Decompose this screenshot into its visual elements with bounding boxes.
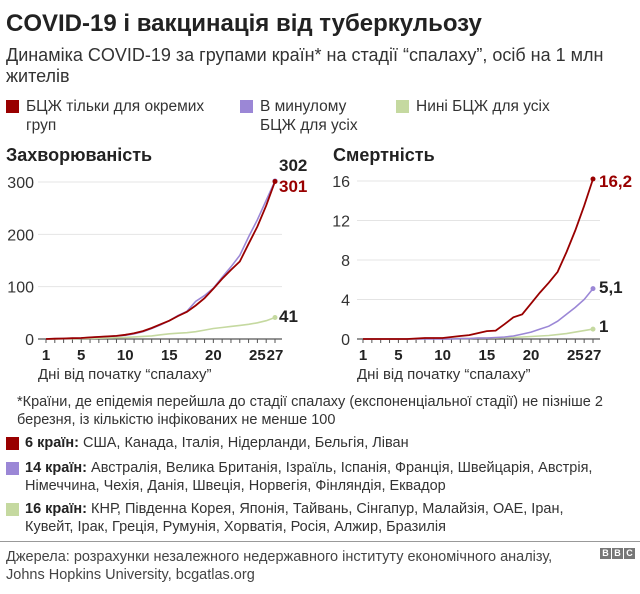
y-tick-label: 12 <box>332 214 350 231</box>
footnote: *Країни, де епідемія перейшла до стадії … <box>17 394 603 428</box>
series-line <box>46 316 276 340</box>
chart-title-incidence: Захворюваність <box>6 145 153 165</box>
group-14-countries: 14 країн: Австралія, Велика Британія, Із… <box>6 459 606 495</box>
subtitle: Динаміка COVID-19 за групами країн* на с… <box>6 45 604 86</box>
end-value-label: 301 <box>279 177 307 196</box>
x-tick-label: 10 <box>117 347 134 364</box>
x-tick-label: 1 <box>42 347 50 364</box>
group-head: 16 країн: <box>25 501 88 517</box>
series-end-point <box>590 286 596 292</box>
group-text: США, Канада, Італія, Нідерланди, Бельгія… <box>78 435 409 451</box>
series-line <box>363 178 594 340</box>
legend-swatch <box>6 100 19 113</box>
group-6-countries: 6 країн: США, Канада, Італія, Нідерланди… <box>6 434 636 452</box>
end-value-label: 41 <box>279 307 298 326</box>
group-head: 14 країн: <box>25 460 88 476</box>
y-tick-label: 0 <box>25 332 34 349</box>
legend-swatch <box>396 100 409 113</box>
page-title: COVID-19 і вакцинація від туберкульозу <box>6 10 482 37</box>
x-axis-label: Дні від початку “спалаху” <box>38 366 211 383</box>
y-tick-label: 0 <box>341 332 350 349</box>
series-line <box>45 181 276 340</box>
y-tick-label: 300 <box>7 175 34 192</box>
group-swatch <box>6 437 19 450</box>
legend-label: Нині БЦЖ для усіх <box>416 98 550 115</box>
group-16-countries: 16 країн: КНР, Південна Корея, Японія, Т… <box>6 500 606 536</box>
end-value-label: 16,2 <box>599 172 632 191</box>
x-tick-label: 20 <box>523 347 540 364</box>
x-tick-label: 10 <box>434 347 451 364</box>
series-line <box>363 288 594 340</box>
x-tick-label: 27 <box>585 347 602 364</box>
x-tick-label: 25 <box>567 347 584 364</box>
x-tick-label: 20 <box>205 347 222 364</box>
bbc-logo: B B C <box>600 548 635 559</box>
group-swatch <box>6 503 19 516</box>
legend-label: В минулому БЦЖ для усіх <box>260 98 358 134</box>
source-note: Джерела: розрахунки незалежного недержав… <box>6 549 553 583</box>
series-end-point <box>272 178 278 184</box>
x-tick-label: 25 <box>249 347 266 364</box>
logo-letter: C <box>624 548 635 559</box>
series-end-point <box>590 326 596 332</box>
logo-letter: B <box>612 548 623 559</box>
legend-label: БЦЖ тільки для окремих груп <box>26 98 205 134</box>
legend-swatch <box>240 100 253 113</box>
end-value-label: 5,1 <box>599 278 623 297</box>
x-tick-label: 15 <box>479 347 496 364</box>
y-tick-label: 4 <box>341 293 350 310</box>
x-axis-label: Дні від початку “спалаху” <box>357 366 530 383</box>
group-head: 6 країн: <box>25 435 79 451</box>
group-text: КНР, Південна Корея, Японія, Тайвань, Сі… <box>25 501 564 535</box>
group-swatch <box>6 462 19 475</box>
x-tick-label: 15 <box>161 347 178 364</box>
series-end-point <box>272 315 278 321</box>
y-tick-label: 100 <box>7 280 34 297</box>
y-tick-label: 8 <box>341 253 350 270</box>
end-value-label: 1 <box>599 317 608 336</box>
chart-title-mortality: Смертність <box>333 145 435 165</box>
x-tick-label: 5 <box>77 347 85 364</box>
end-value-label: 302 <box>279 156 307 175</box>
y-tick-label: 200 <box>7 227 34 244</box>
x-tick-label: 1 <box>359 347 367 364</box>
x-tick-label: 27 <box>267 347 284 364</box>
logo-letter: B <box>600 548 611 559</box>
group-text: Австралія, Велика Британія, Ізраїль, Ісп… <box>25 460 593 494</box>
x-tick-label: 5 <box>394 347 402 364</box>
divider <box>0 541 640 542</box>
y-tick-label: 16 <box>332 174 350 191</box>
series-end-point <box>590 176 596 182</box>
